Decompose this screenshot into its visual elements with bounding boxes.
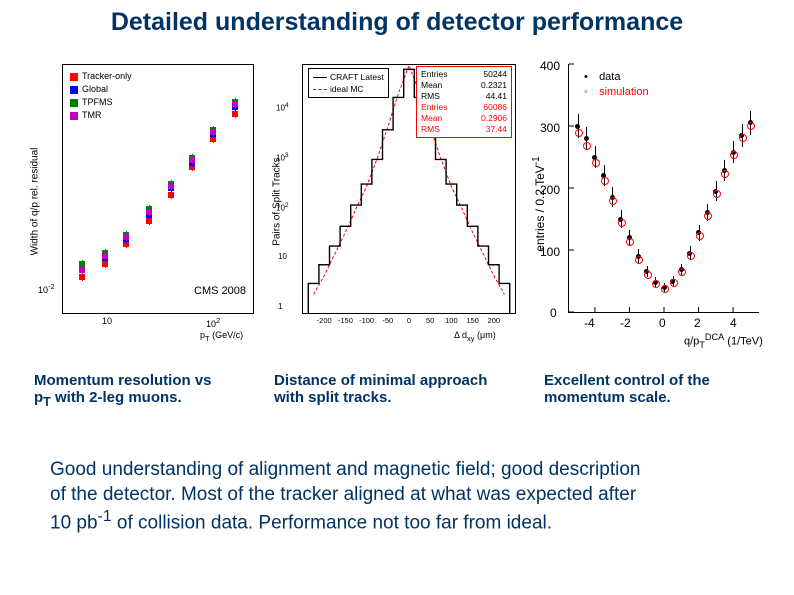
caption-3: Excellent control of the momentum scale. [544,372,764,409]
slide-root: Detailed understanding of detector perfo… [0,0,794,595]
caption-1: Momentum resolution vs pT with 2-leg muo… [34,372,254,409]
chart3-xlabel: q/pTDCA (1/TeV) [684,332,763,350]
slide-title: Detailed understanding of detector perfo… [0,8,794,37]
caption-2: Distance of minimal approach with split … [274,372,524,409]
chart1-annotation: CMS 2008 [194,285,246,297]
chart1-legend: Tracker-only Global TPFMS TMR [70,70,132,122]
chart3-ylabel: entries / 0.2 TeV-1 [531,114,547,294]
chart2-stats-box: Entries50244 Mean0.2321 RMS44.41 Entries… [416,66,512,138]
chart3-legend: • data ◦ simulation [584,70,649,100]
chart-distance-approach: Pairs of Split Tracks Entries50244 Mean0… [272,56,522,351]
chart3-axes [568,64,759,313]
chart1-xlabel: pT (GeV/c) [200,330,243,343]
chart2-legend: CRAFT Latest ideal MC [308,68,389,98]
chart1-ylabel: Width of q/p rel. residual [30,112,41,292]
chart-momentum-scale: entries / 0.2 TeV-1 • data ◦ simulation … [534,56,764,351]
captions-row: Momentum resolution vs pT with 2-leg muo… [34,372,764,409]
body-text: Good understanding of alignment and magn… [50,458,750,536]
charts-row: Width of q/p rel. residual Tracker-only … [30,56,764,366]
chart2-xlabel: Δ dxy (μm) [454,330,496,343]
chart-momentum-resolution: Width of q/p rel. residual Tracker-only … [30,56,260,351]
